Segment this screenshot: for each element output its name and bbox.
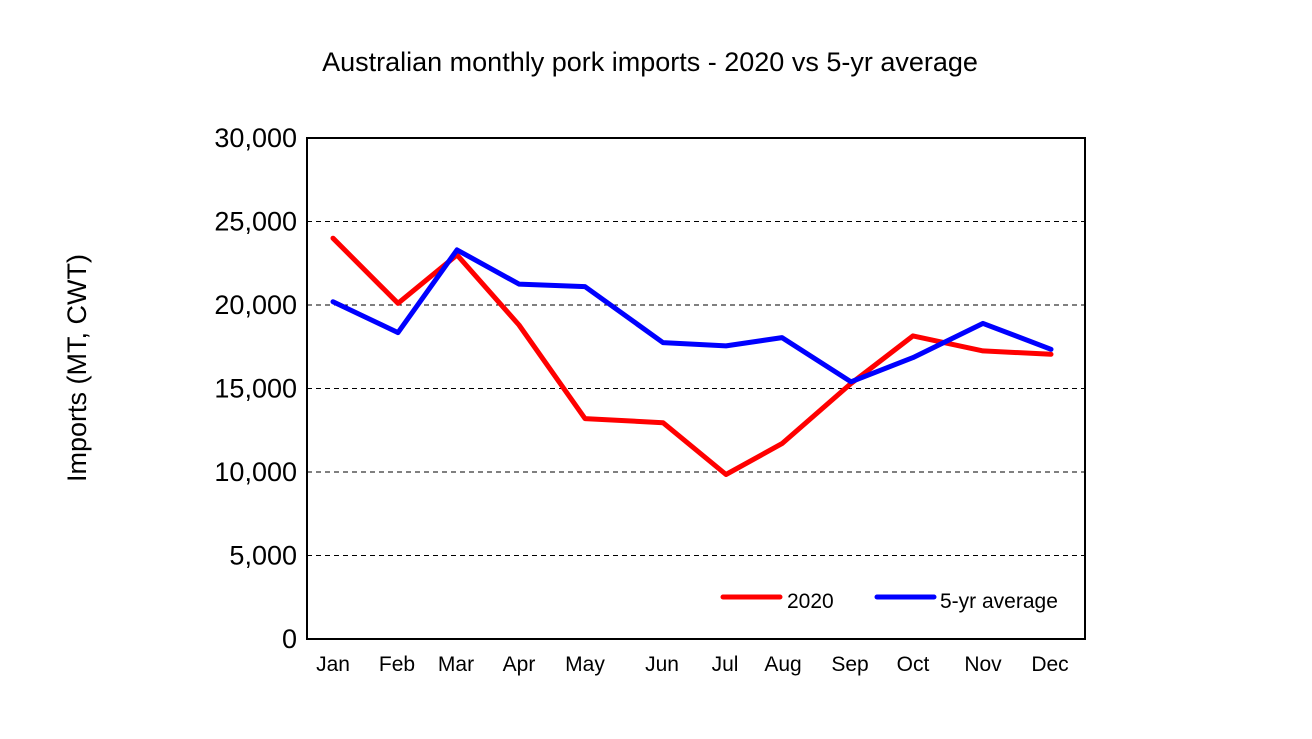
x-tick-label: Feb [379,653,415,676]
x-tick-label: Jul [712,653,739,676]
x-tick-label: Jan [316,653,350,676]
plot-frame [306,137,1086,640]
legend: 2020 5-yr average [720,590,1058,613]
x-axis-ticks: Jan Feb Mar Apr May Jun Jul Aug Sep Oct Nov Dec [316,653,1069,676]
chart-title: Australian monthly pork imports - 2020 v… [322,47,978,77]
y-axis-label: Imports (MT, CWT) [62,254,92,482]
y-tick-label: 30,000 [214,123,297,153]
y-tick-label: 5,000 [229,541,297,571]
series-lines [330,235,1054,477]
series-line-5yr-average [330,247,1054,385]
y-tick-label: 0 [282,624,297,654]
legend-label: 5-yr average [940,590,1058,613]
x-tick-label: Sep [831,653,868,676]
gridlines [307,221,1085,556]
x-tick-label: Apr [503,653,536,676]
y-axis-ticks: 0 5,000 10,000 15,000 20,000 25,000 30,000 [214,123,297,654]
x-tick-label: Nov [964,653,1002,676]
y-tick-label: 25,000 [214,207,297,237]
legend-label: 2020 [787,590,834,613]
y-tick-label: 10,000 [214,457,297,487]
y-tick-label: 20,000 [214,290,297,320]
x-tick-label: Mar [438,653,474,676]
x-tick-label: May [565,653,605,676]
x-tick-label: Aug [764,653,801,676]
x-tick-label: Dec [1031,653,1068,676]
x-tick-label: Oct [897,653,930,676]
x-tick-label: Jun [645,653,679,676]
y-tick-label: 15,000 [214,374,297,404]
